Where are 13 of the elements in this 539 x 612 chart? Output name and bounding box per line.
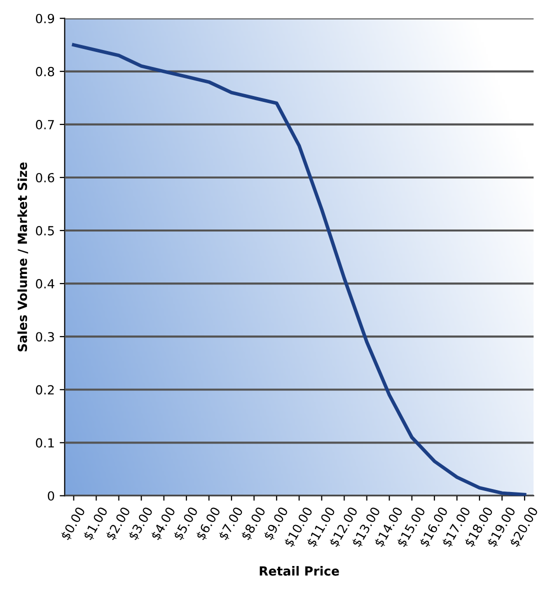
y-tick-label: 0.3 <box>36 332 54 342</box>
y-tick-label: 0.1 <box>36 438 54 448</box>
y-tick-label: 0.4 <box>36 279 54 288</box>
x-axis-title: Retail Price <box>260 566 340 576</box>
line-series <box>72 43 526 496</box>
y-tick-label: 0 <box>48 491 54 501</box>
y-tick-label: 0.5 <box>36 226 54 236</box>
y-tick-label: 0.2 <box>36 385 54 395</box>
y-axis-title: Sales Volume / Market Size <box>17 162 28 352</box>
y-tick-label: 0.6 <box>36 172 54 182</box>
y-tick-label: 0.9 <box>36 14 54 24</box>
y-tick-label: 0.8 <box>36 66 54 76</box>
y-tick-label: 0.7 <box>36 120 54 130</box>
